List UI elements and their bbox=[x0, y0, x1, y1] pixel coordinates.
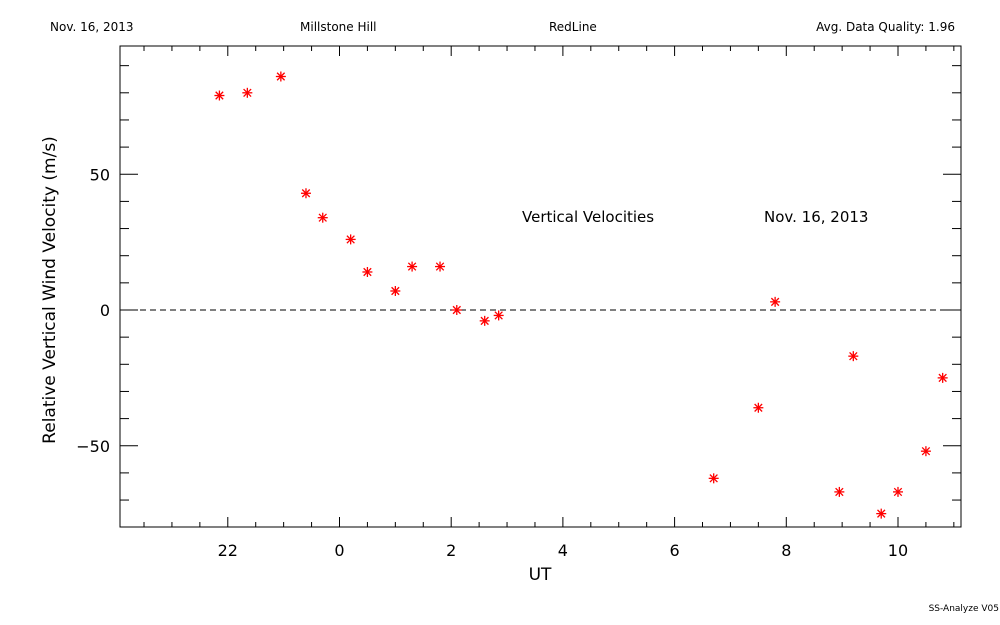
x-tick-label: 22 bbox=[218, 541, 238, 560]
y-axis-title: Relative Vertical Wind Velocity (m/s) bbox=[40, 136, 60, 444]
data-point bbox=[708, 473, 719, 484]
data-point bbox=[275, 71, 286, 82]
header-quality: Avg. Data Quality: 1.96 bbox=[816, 20, 955, 34]
footer-version: SS-Analyze V05 bbox=[929, 604, 999, 614]
plot-frame bbox=[119, 45, 962, 528]
data-point bbox=[317, 212, 328, 223]
data-point-stroke bbox=[243, 88, 252, 98]
header-instrument: RedLine bbox=[549, 20, 597, 34]
x-tick-label: 4 bbox=[558, 541, 568, 560]
data-point-stroke bbox=[276, 72, 286, 81]
data-point-stroke bbox=[938, 373, 947, 383]
x-axis-ticks: 22 0 2 4 6 8 10 bbox=[143, 46, 955, 560]
y-tick-label: 0 bbox=[100, 301, 110, 320]
data-point-stroke bbox=[215, 91, 224, 100]
data-point bbox=[753, 402, 764, 413]
data-point bbox=[848, 351, 859, 362]
data-point-stroke bbox=[877, 509, 886, 518]
data-point bbox=[937, 372, 948, 383]
data-point bbox=[435, 261, 446, 272]
data-point bbox=[390, 285, 401, 296]
y-tick-label: −50 bbox=[76, 437, 110, 456]
data-point bbox=[407, 261, 418, 272]
data-point-stroke bbox=[754, 403, 763, 412]
data-point bbox=[214, 90, 225, 101]
data-point-stroke bbox=[407, 262, 417, 271]
data-points bbox=[214, 71, 948, 519]
data-point-stroke bbox=[452, 305, 461, 315]
data-point-stroke bbox=[849, 351, 858, 361]
y-tick-label: 50 bbox=[90, 165, 110, 184]
data-point-stroke bbox=[770, 297, 780, 307]
header-date: Nov. 16, 2013 bbox=[50, 20, 134, 34]
data-point bbox=[362, 266, 373, 277]
data-point-stroke bbox=[391, 286, 400, 296]
data-point-stroke bbox=[301, 189, 311, 198]
data-point-stroke bbox=[435, 262, 445, 271]
data-point bbox=[770, 296, 781, 307]
data-point bbox=[479, 315, 490, 326]
data-point-stroke bbox=[709, 474, 718, 483]
annotation-title: Vertical Velocities bbox=[522, 208, 654, 226]
data-point bbox=[345, 234, 356, 245]
data-point-stroke bbox=[835, 487, 844, 497]
data-point-stroke bbox=[921, 446, 931, 456]
data-point bbox=[300, 188, 311, 199]
x-axis-title: UT bbox=[529, 565, 552, 585]
x-tick-label: 2 bbox=[446, 541, 456, 560]
data-point bbox=[892, 486, 903, 497]
data-point bbox=[493, 310, 504, 321]
data-point-stroke bbox=[363, 267, 372, 277]
x-tick-label: 6 bbox=[669, 541, 679, 560]
x-tick-label: 8 bbox=[781, 541, 791, 560]
data-point bbox=[451, 305, 462, 315]
data-point bbox=[834, 486, 845, 497]
data-point-stroke bbox=[346, 235, 355, 244]
header-site: Millstone Hill bbox=[300, 20, 376, 34]
annotation-date: Nov. 16, 2013 bbox=[764, 208, 868, 226]
x-tick-label: 10 bbox=[888, 541, 908, 560]
data-point bbox=[876, 508, 887, 519]
data-point bbox=[920, 446, 931, 457]
data-point-stroke bbox=[494, 311, 503, 320]
data-point-stroke bbox=[893, 487, 903, 497]
data-point bbox=[242, 87, 253, 98]
y-axis-ticks: 50 0 −50 bbox=[76, 65, 961, 501]
x-tick-label: 0 bbox=[334, 541, 344, 560]
data-point-stroke bbox=[318, 213, 327, 222]
data-point-stroke bbox=[480, 316, 489, 326]
